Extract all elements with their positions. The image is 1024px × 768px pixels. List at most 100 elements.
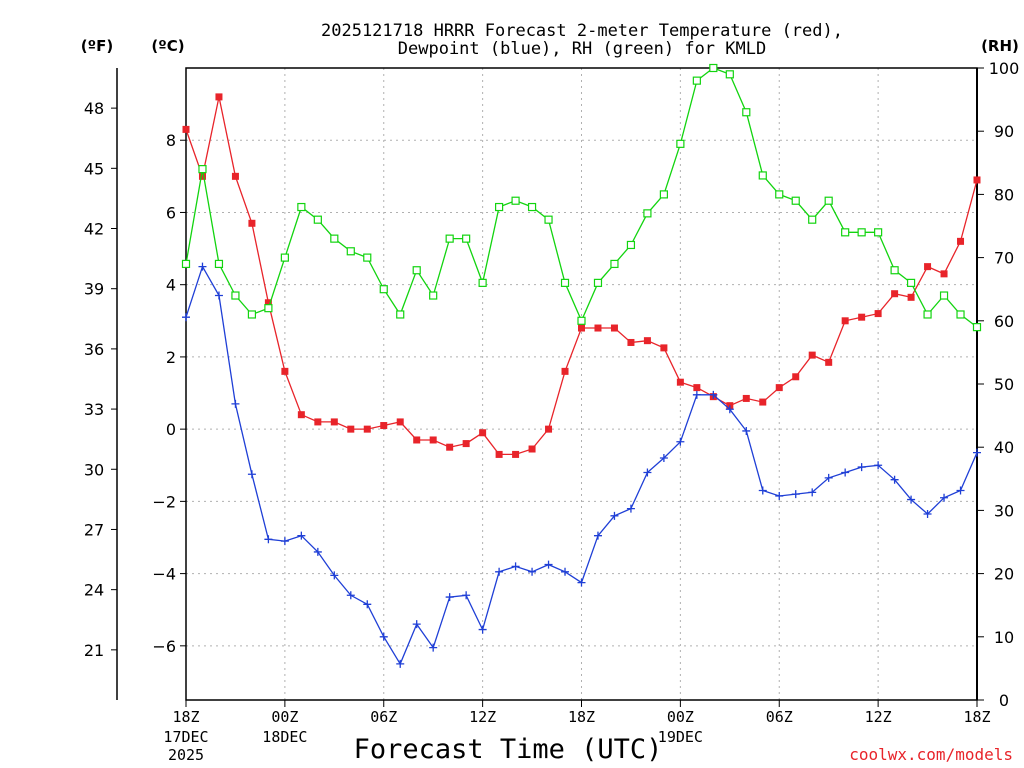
temperature-point <box>528 445 536 453</box>
fahrenheit-tick-label: 36 <box>84 340 104 359</box>
x-tick-label: 18Z <box>568 708 595 726</box>
rh-point <box>775 190 784 199</box>
x-tick-label: 12Z <box>865 708 892 726</box>
dewpoint-point <box>478 625 487 634</box>
temperature-point <box>495 450 503 458</box>
x-tick-label: 06Z <box>370 708 397 726</box>
temperature-point <box>512 450 520 458</box>
rh-point <box>379 285 388 294</box>
rh-point <box>874 228 883 237</box>
temperature-point <box>182 125 190 133</box>
fahrenheit-tick-label: 24 <box>84 581 104 600</box>
temperature-point <box>281 367 289 375</box>
rh-point <box>890 266 899 275</box>
dewpoint-point <box>956 486 965 495</box>
temperature-point <box>578 324 585 332</box>
rh-tick-label: 90 <box>994 122 1014 141</box>
rh-point <box>429 291 438 300</box>
temperature-point <box>891 290 899 298</box>
rh-line <box>185 67 978 328</box>
rh-point <box>972 323 982 332</box>
dewpoint-point <box>824 473 833 482</box>
rh-point <box>676 139 685 148</box>
dewpoint-point <box>429 643 438 652</box>
temperature-point <box>825 358 833 366</box>
dewpoint-point <box>973 448 981 457</box>
tick-labels: 4845423936333027242186420−2−4−6100908070… <box>84 59 1019 764</box>
rh-point <box>198 165 207 174</box>
rh-point <box>280 253 289 262</box>
fahrenheit-tick-label: 39 <box>84 280 104 299</box>
temperature-point <box>676 378 684 386</box>
fahrenheit-tick-label: 27 <box>84 520 104 539</box>
rh-point <box>560 278 570 287</box>
temperature-point <box>907 293 915 301</box>
temperature-point <box>973 176 981 184</box>
rh-point <box>297 202 306 212</box>
rh-point <box>330 234 339 243</box>
fahrenheit-tick-label: 33 <box>84 400 104 419</box>
plot-frame <box>185 67 978 701</box>
fahrenheit-tick-label: 30 <box>84 460 104 479</box>
x-axis-label: Forecast Time (UTC) <box>354 734 663 765</box>
dewpoint-point <box>890 475 899 484</box>
dewpoint-point <box>626 504 635 513</box>
rh-tick-label: 10 <box>994 628 1014 647</box>
rh-point <box>396 310 405 319</box>
fahrenheit-tick-label: 42 <box>84 220 104 239</box>
rh-point <box>181 259 191 269</box>
celsius-tick-label: −6 <box>152 637 176 656</box>
temperature-line <box>185 96 978 456</box>
chart-title-line1: 2025121718 HRRR Forecast 2-meter Tempera… <box>321 21 843 41</box>
rh-tick-label: 100 <box>989 59 1020 78</box>
x-tick-label: 12Z <box>469 708 496 726</box>
dewpoint-point <box>791 490 800 499</box>
dewpoint-point <box>742 426 751 435</box>
celsius-tick-label: −4 <box>152 565 176 584</box>
temperature-point <box>479 429 487 437</box>
fahrenheit-tick-label: 45 <box>84 159 104 178</box>
dewpoint-point <box>676 437 685 446</box>
dewpoint-point <box>330 571 339 580</box>
rh-axis-unit: (RH) <box>981 37 1019 55</box>
dewpoint-point <box>214 291 223 300</box>
temperature-point <box>545 425 553 433</box>
rh-point <box>857 228 866 237</box>
dewpoint-point <box>198 262 207 271</box>
dewpoint-point <box>231 399 240 408</box>
dewpoint-point <box>182 313 190 322</box>
rh-point <box>363 253 372 262</box>
rh-point <box>577 316 586 325</box>
rh-point <box>527 202 537 212</box>
rh-point <box>956 310 965 319</box>
celsius-tick-label: 6 <box>166 203 176 222</box>
temperature-series <box>182 93 981 458</box>
x-tick-label: 00Z <box>271 708 298 726</box>
temperature-point <box>429 436 437 444</box>
rh-point <box>791 196 800 205</box>
celsius-tick-label: 8 <box>166 131 176 150</box>
temperature-point <box>215 93 223 101</box>
x-tick-label: 06Z <box>766 708 793 726</box>
dewpoint-series <box>182 262 981 668</box>
temperature-point <box>742 394 750 402</box>
temperature-point <box>957 237 965 245</box>
dewpoint-point <box>297 531 306 540</box>
temperature-point <box>248 219 256 227</box>
rh-tick-label: 0 <box>999 691 1009 710</box>
temperature-point <box>594 324 602 332</box>
dewpoint-point <box>528 567 537 576</box>
dewpoint-point <box>643 468 652 477</box>
rh-tick-label: 40 <box>994 438 1014 457</box>
rh-point <box>462 234 471 243</box>
celsius-tick-label: −2 <box>152 492 176 511</box>
rh-point <box>593 278 603 287</box>
temperature-point <box>924 263 932 271</box>
rh-point <box>742 108 751 117</box>
gridlines <box>186 68 977 700</box>
temperature-point <box>808 351 816 359</box>
temperature-point <box>940 270 948 278</box>
temperature-point <box>297 411 305 419</box>
x-tick-date-label: 18DEC <box>262 728 307 746</box>
